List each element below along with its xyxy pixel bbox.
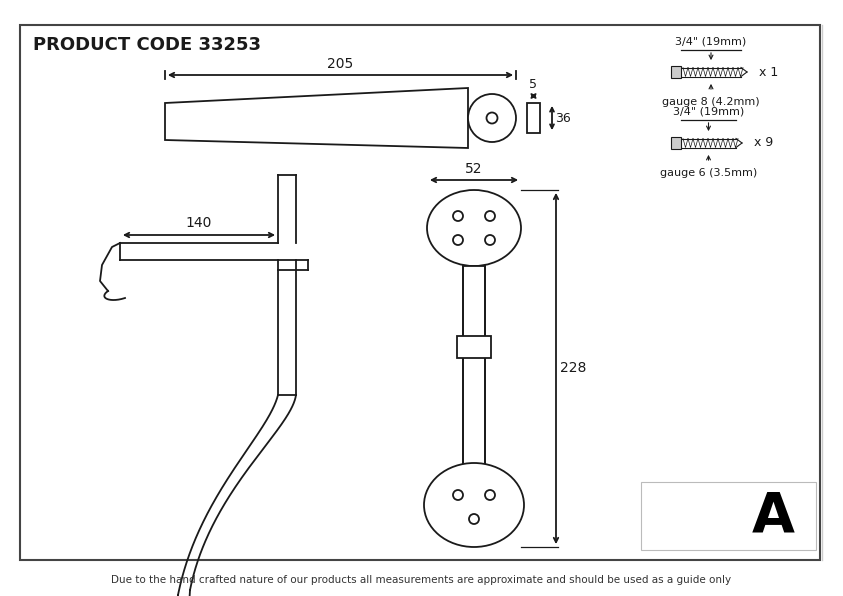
Text: x 9: x 9 <box>754 136 773 150</box>
Text: Due to the hand crafted nature of our products all measurements are approximate : Due to the hand crafted nature of our pr… <box>111 575 731 585</box>
Circle shape <box>485 211 495 221</box>
Bar <box>671 66 681 78</box>
Text: 3/4" (19mm): 3/4" (19mm) <box>673 107 744 117</box>
Circle shape <box>485 490 495 500</box>
Circle shape <box>486 113 497 123</box>
Circle shape <box>468 94 516 142</box>
Text: x 1: x 1 <box>759 66 778 79</box>
Circle shape <box>469 514 479 524</box>
Text: gauge 8 (4.2mm): gauge 8 (4.2mm) <box>663 97 760 107</box>
Text: A: A <box>751 489 794 543</box>
Text: HANDFORGED: HANDFORGED <box>651 495 719 504</box>
Circle shape <box>453 490 463 500</box>
Bar <box>671 137 681 149</box>
Text: gauge 6 (3.5mm): gauge 6 (3.5mm) <box>660 168 757 178</box>
Text: 5: 5 <box>529 78 538 91</box>
Text: 36: 36 <box>555 111 571 125</box>
Text: PRODUCT CODE 33253: PRODUCT CODE 33253 <box>33 36 261 54</box>
Ellipse shape <box>424 463 524 547</box>
Text: 140: 140 <box>185 216 212 230</box>
Polygon shape <box>165 88 468 148</box>
Text: TRADITIONAL: TRADITIONAL <box>652 511 717 520</box>
Bar <box>20 25 820 560</box>
Text: 52: 52 <box>465 162 483 176</box>
Ellipse shape <box>427 190 521 266</box>
Text: 228: 228 <box>560 362 587 375</box>
Bar <box>641 482 816 550</box>
Circle shape <box>453 235 463 245</box>
Circle shape <box>485 235 495 245</box>
Text: IRONMONGERY: IRONMONGERY <box>648 527 722 536</box>
Bar <box>527 103 540 133</box>
Circle shape <box>453 211 463 221</box>
Text: 3/4" (19mm): 3/4" (19mm) <box>675 37 747 47</box>
Text: 205: 205 <box>327 57 353 71</box>
Bar <box>457 336 491 358</box>
Bar <box>463 266 485 468</box>
